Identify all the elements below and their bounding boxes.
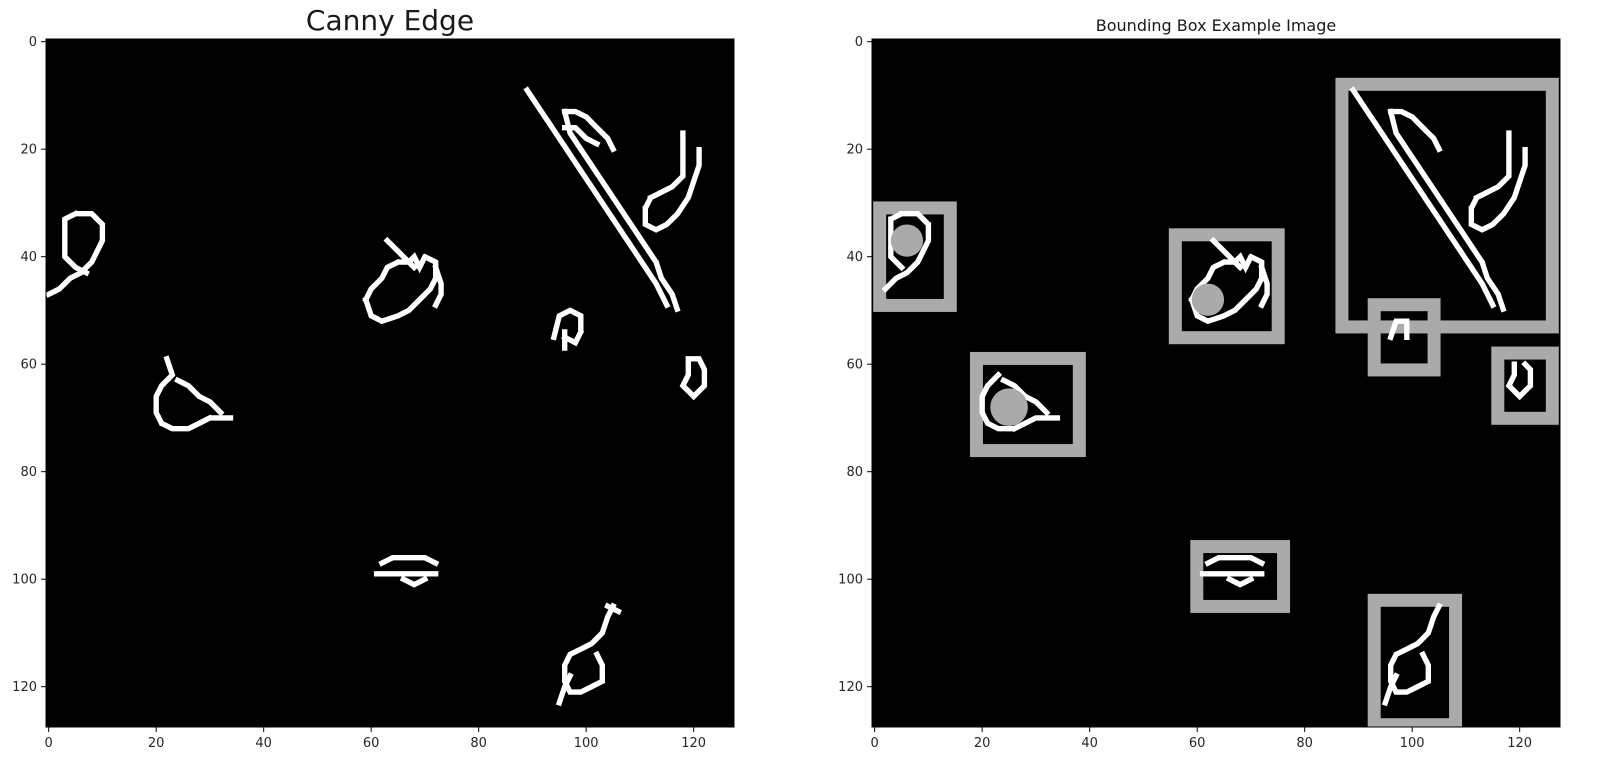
image-content bbox=[873, 77, 1559, 727]
y-tick-label: 80 bbox=[846, 465, 863, 480]
bounding-box-panel: 0 20 40 60 80 100 120 0 20 40 60 80 100 120 Bounding B… bbox=[838, 16, 1561, 751]
edge-contour-9 bbox=[1387, 318, 1410, 341]
edge-contour-12 bbox=[1000, 376, 1051, 417]
edge-contour-11 bbox=[979, 371, 1061, 432]
edge-contour-9 bbox=[642, 130, 702, 233]
bounding-box-6 bbox=[1491, 346, 1559, 425]
edge-contour-1 bbox=[46, 211, 106, 298]
edge-contour-8 bbox=[562, 125, 601, 148]
edge-contour-13 bbox=[1204, 555, 1266, 567]
x-tick-label: 120 bbox=[1507, 736, 1532, 751]
filled-blob-2 bbox=[1191, 283, 1225, 316]
edge-contour-15 bbox=[1225, 575, 1255, 588]
edge-contour-17 bbox=[1381, 672, 1400, 707]
edge-contour-5 bbox=[1349, 86, 1497, 309]
x-tick-label: 120 bbox=[681, 736, 706, 751]
x-tick-label: 0 bbox=[45, 736, 53, 751]
y-tick-label: 80 bbox=[20, 465, 37, 480]
y-tick-label: 100 bbox=[12, 573, 37, 588]
bounding-box-4 bbox=[969, 351, 1086, 458]
edge-contour-7 bbox=[1388, 108, 1443, 153]
edge-contour-13 bbox=[153, 355, 235, 432]
edge-contour-6 bbox=[1387, 108, 1508, 314]
y-tick-label: 20 bbox=[846, 143, 863, 158]
y-tick-label: 120 bbox=[838, 680, 863, 695]
edge-contour-16 bbox=[1388, 602, 1443, 695]
edge-contour-10 bbox=[550, 307, 584, 347]
y-tick-label: 60 bbox=[846, 358, 863, 373]
y-tick-label: 0 bbox=[855, 35, 863, 50]
bounding-box-3 bbox=[1335, 77, 1559, 334]
image-content bbox=[46, 86, 708, 707]
edge-contour-20 bbox=[604, 602, 623, 616]
chart-title: Canny Edge bbox=[306, 4, 474, 37]
x-tick-label: 60 bbox=[363, 736, 380, 751]
edge-contour-17 bbox=[399, 575, 429, 588]
x-tick-label: 20 bbox=[148, 736, 165, 751]
edge-contour-3 bbox=[1209, 236, 1245, 272]
y-tick-label: 40 bbox=[20, 250, 37, 265]
image-area bbox=[46, 39, 734, 727]
edge-contour-4 bbox=[1258, 264, 1270, 309]
y-tick-label: 20 bbox=[20, 143, 37, 158]
plot-frame bbox=[45, 38, 735, 728]
edge-contour-19 bbox=[555, 672, 574, 707]
x-tick-label: 20 bbox=[974, 736, 991, 751]
edge-contour-5 bbox=[523, 86, 671, 309]
bounding-box-8 bbox=[1367, 593, 1463, 727]
edge-contour-15 bbox=[378, 555, 440, 567]
plot-frame bbox=[871, 38, 1561, 728]
filled-blob-1 bbox=[890, 224, 924, 257]
x-tick-label: 40 bbox=[1081, 736, 1098, 751]
edge-contour-7 bbox=[562, 108, 617, 153]
y-tick-label: 100 bbox=[838, 573, 863, 588]
edge-contour-1 bbox=[881, 211, 932, 293]
edge-contour-10 bbox=[1505, 360, 1534, 401]
edge-contour-4 bbox=[432, 264, 444, 309]
bounding-box-5 bbox=[1367, 298, 1441, 377]
chart-title: Bounding Box Example Image bbox=[1096, 16, 1336, 35]
x-tick-label: 0 bbox=[871, 736, 879, 751]
bounding-box-7 bbox=[1190, 540, 1291, 613]
x-tick-label: 60 bbox=[1189, 736, 1206, 751]
bounding-box-2 bbox=[1168, 228, 1285, 345]
x-tick-label: 40 bbox=[255, 736, 272, 751]
bounding-box-1 bbox=[873, 201, 957, 312]
edge-contour-6 bbox=[561, 108, 682, 314]
y-tick-label: 40 bbox=[846, 250, 863, 265]
edge-contour-2 bbox=[1188, 252, 1265, 325]
edge-contour-3 bbox=[383, 236, 419, 272]
y-tick-label: 60 bbox=[20, 358, 37, 373]
y-tick-label: 120 bbox=[12, 680, 37, 695]
x-tick-label: 80 bbox=[470, 736, 487, 751]
edge-contour-2 bbox=[362, 252, 439, 325]
filled-blob-3 bbox=[990, 388, 1028, 426]
edge-contour-12 bbox=[679, 356, 708, 401]
edge-contour-8 bbox=[1468, 130, 1528, 233]
edge-contour-14 bbox=[174, 376, 225, 417]
canny-edge-panel: 0 20 40 60 80 100 120 0 20 40 60 80 100 120 Canny Edge bbox=[12, 4, 735, 751]
x-tick-label: 100 bbox=[574, 736, 599, 751]
x-tick-label: 80 bbox=[1296, 736, 1313, 751]
edge-contour-18 bbox=[562, 602, 617, 695]
x-tick-label: 100 bbox=[1400, 736, 1425, 751]
y-tick-label: 0 bbox=[29, 35, 37, 50]
